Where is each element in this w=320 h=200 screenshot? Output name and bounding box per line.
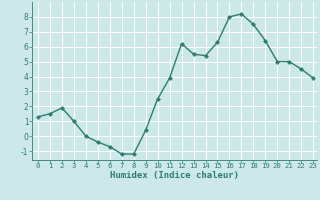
X-axis label: Humidex (Indice chaleur): Humidex (Indice chaleur): [110, 171, 239, 180]
